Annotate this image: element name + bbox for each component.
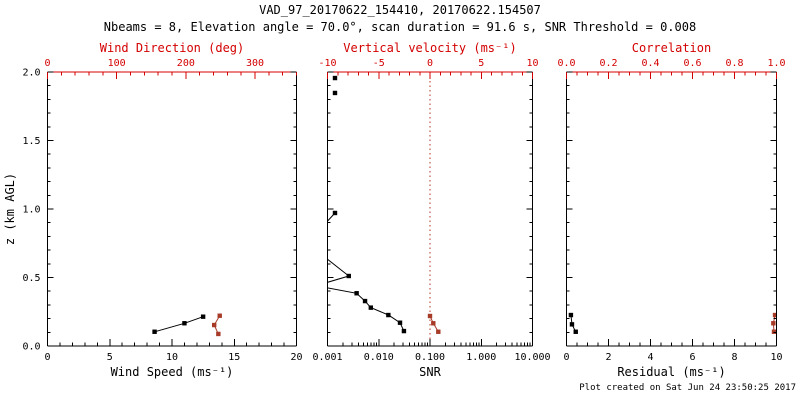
wind-direction-data-point	[217, 313, 222, 318]
residual-series	[568, 312, 578, 334]
snr-data-point	[401, 328, 407, 334]
wind-panel-bottom-tick-label: 20	[290, 352, 302, 363]
residual-panel-top-tick-label: 1.0	[767, 58, 785, 69]
wind-panel-bottom-axis-title: Wind Speed (ms⁻¹)	[111, 365, 234, 379]
snr-data-point	[362, 298, 368, 304]
wind-speed-data-point	[182, 321, 187, 326]
snr-panel-top-tick-label: 5	[478, 58, 484, 69]
residual-panel-bottom-tick-label: 10	[770, 352, 782, 363]
snr-panel-bottom-tick-label: 0.001	[312, 352, 342, 363]
snr-series	[327, 75, 407, 334]
vertical-velocity-data-point	[431, 321, 436, 326]
residual-data-point	[569, 322, 575, 327]
wind-panel-bottom-tick-label: 0	[44, 352, 50, 363]
residual-panel-frame	[566, 71, 777, 347]
snr-panel-bottom-tick-label: 1.000	[466, 352, 496, 363]
wind-direction-data-point	[216, 331, 221, 337]
snr-data-point	[386, 312, 391, 318]
snr-panel-top-axis-title: Vertical velocity (ms⁻¹)	[343, 41, 516, 55]
plot-created-timestamp: Plot created on Sat Jun 24 23:50:25 2017	[579, 383, 796, 393]
residual-panel-bottom-tick-label: 8	[731, 352, 737, 363]
residual-panel-bottom-tick-label: 6	[689, 352, 695, 363]
wind-speed-series	[152, 314, 206, 334]
z-axis-tick-label: 1.5	[22, 136, 40, 147]
wind-panel: 0 5 10 15 20 Wind Speed (ms⁻¹) 0 100 200 300Wind …	[22, 41, 302, 379]
z-axis-tick-label: 0.5	[22, 273, 40, 284]
wind-panel-plot-area	[152, 313, 222, 337]
residual-panel-bottom-tick-label: 0	[563, 352, 569, 363]
residual-panel-bottom-tick-label: 2	[605, 352, 611, 363]
snr-panel-bottom-axis-title: SNR	[419, 365, 441, 379]
residual-panel-bottom-axis-title: Residual (ms⁻¹)	[617, 365, 725, 379]
wind-panel-top-tick-label: 200	[177, 58, 195, 69]
vertical-velocity-data-point	[436, 329, 441, 334]
snr-panel-top-tick-label: 10	[526, 58, 538, 69]
wind-panel-bottom-tick-label: 15	[228, 352, 240, 363]
z-axis-tick-label: 1.0	[22, 205, 40, 216]
residual-panel-top-tick-label: 0.0	[557, 58, 575, 69]
snr-data-point	[332, 90, 338, 96]
z-axis-tick-label: 2.0	[22, 68, 40, 79]
correlation-data-point	[772, 312, 777, 318]
correlation-series	[771, 312, 777, 334]
residual-panel-top-tick-label: 0.8	[725, 58, 743, 69]
page-title: VAD_97_20170622_154410, 20170622.154507	[259, 3, 541, 17]
snr-data-point	[332, 210, 338, 216]
wind-direction-series	[211, 313, 222, 337]
figure-subtitle: Nbeams = 8, Elevation angle = 70.0°, sca…	[103, 20, 697, 34]
snr-panel-top-tick-label: 0	[427, 58, 433, 69]
snr-panel-bottom-tick-label: 0.100	[415, 352, 445, 363]
snr-panel-bottom-tick-label: 0.010	[364, 352, 394, 363]
residual-panel-top-tick-label: 0.6	[683, 58, 701, 69]
wind-panel-bottom-tick-label: 10	[166, 352, 178, 363]
residual-panel-bottom-tick-label: 4	[647, 352, 653, 363]
correlation-data-point	[771, 329, 777, 334]
snr-data-point	[346, 273, 351, 279]
wind-panel-top-tick-label: 300	[246, 58, 264, 69]
residual-data-point	[573, 329, 578, 334]
wind-panel-frame	[47, 71, 297, 347]
wind-panel-top-axis-title: Wind Direction (deg)	[100, 41, 245, 55]
residual-panel-top-axis-title: Correlation	[632, 41, 711, 55]
wind-speed-data-point	[152, 329, 157, 334]
residual-panel-top-tick-label: 0.2	[599, 58, 617, 69]
z-axis-tick-label: 0.0	[22, 342, 40, 353]
snr-data-point	[397, 320, 403, 325]
wind-speed-data-point	[200, 314, 206, 319]
vertical-velocity-series	[427, 313, 441, 334]
snr-data-point	[368, 305, 374, 310]
wind-speed-line	[154, 316, 204, 333]
residual-panel: 0 2 4 6 8 10 Residual (ms⁻¹) 0.0 0.2 0.4 0.6 0.8 1.0…	[557, 41, 785, 379]
snr-panel-top-tick-label: -5	[373, 58, 385, 69]
snr-panel: 0.001 0.010 0.100 1.000 10.000 SNR -10 -5 0 5 10 Ve…	[312, 41, 550, 379]
snr-data-point	[332, 75, 338, 81]
residual-panel-plot-area	[568, 312, 777, 334]
snr-panel-bottom-tick-label: 10.000	[514, 352, 550, 363]
wind-panel-bottom-tick-label: 5	[107, 352, 113, 363]
snr-data-point	[354, 291, 359, 296]
residual-panel-top-tick-label: 0.4	[641, 58, 659, 69]
residual-data-point	[568, 312, 574, 318]
wind-panel-top-tick-label: 0	[44, 58, 50, 69]
snr-panel-frame	[327, 71, 533, 347]
wind-panel-top-tick-label: 100	[108, 58, 126, 69]
vertical-velocity-data-point	[427, 313, 433, 319]
correlation-data-point	[771, 321, 776, 326]
snr-panel-top-tick-label: -10	[318, 58, 336, 69]
z-axis-title: z (km AGL)	[3, 173, 17, 245]
wind-direction-data-point	[211, 322, 217, 328]
